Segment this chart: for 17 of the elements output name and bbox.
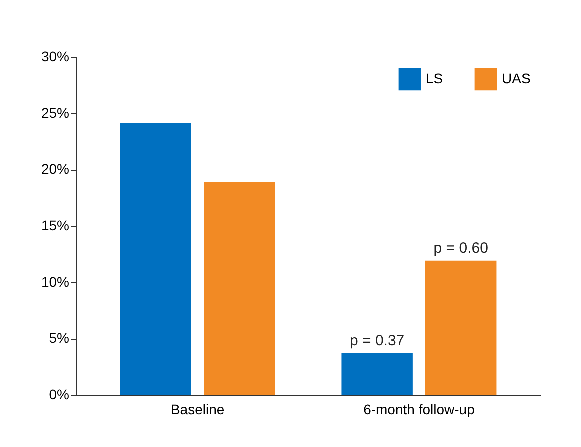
bar [204,182,276,395]
x-tick-label: Baseline [170,402,225,418]
y-tick-label: 10% [41,274,70,290]
y-tick-label: 25% [41,104,70,121]
legend-label: LS [426,70,444,86]
x-tick-label: 6-month follow-up [364,402,476,418]
bar [120,123,192,395]
annotation: p = 0.60 [434,240,488,257]
y-tick-label: 20% [41,161,70,178]
y-tick-label: 30% [41,48,70,64]
y-tick-label: 5% [49,330,70,346]
bar [342,353,413,395]
bar [426,260,497,395]
annotation: p = 0.37 [350,332,405,350]
legend-label: UAS [502,70,531,86]
y-tick-label: 0% [49,386,70,402]
y-tick-label: 15% [41,218,70,234]
